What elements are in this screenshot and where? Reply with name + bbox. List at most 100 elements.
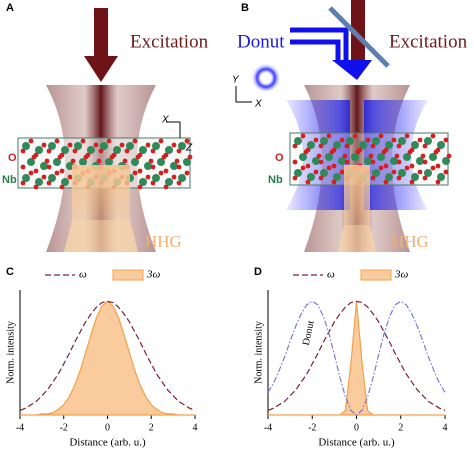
atom (152, 142, 160, 150)
atom (398, 137, 406, 145)
atom (61, 146, 69, 154)
atom (145, 174, 151, 180)
x-tick-label: 4 (193, 422, 198, 433)
atom (409, 163, 415, 169)
atom (131, 158, 139, 166)
atom (404, 133, 410, 139)
atom (316, 153, 322, 159)
axis-icon-label: X (161, 115, 169, 126)
atom (313, 137, 319, 143)
atom (411, 141, 419, 149)
legend-label: 3ω (394, 269, 409, 281)
atom (446, 153, 452, 159)
atom (35, 178, 43, 186)
arrow-head (332, 60, 372, 80)
annotation: Donut (301, 320, 317, 347)
y-axis-label: Norm. intensity (253, 321, 264, 384)
atom (378, 133, 384, 139)
atom (396, 143, 402, 149)
atom (391, 169, 397, 175)
atom (98, 148, 104, 154)
atom (299, 153, 307, 161)
atom (372, 137, 380, 145)
atom (41, 142, 47, 148)
atom (20, 148, 26, 154)
series-line (268, 301, 445, 416)
atom (411, 173, 419, 181)
x-tick-label: 2 (398, 422, 403, 433)
atom (385, 141, 393, 149)
atom (351, 153, 359, 161)
atom (70, 158, 76, 164)
x-tick-label: -2 (60, 422, 68, 433)
atom (87, 146, 95, 154)
atom (54, 170, 60, 176)
atom (346, 137, 354, 145)
hhg-beam (344, 165, 370, 225)
panel-b: B Donut Excitation Y X HHG O Nb (232, 0, 468, 252)
axis-icon-label: X (254, 99, 262, 110)
atom (305, 163, 311, 169)
atom (105, 158, 113, 166)
hhg-label: HHG (145, 232, 182, 251)
atom (59, 168, 65, 174)
atom (342, 153, 348, 159)
legend-swatch (360, 269, 392, 281)
atom (139, 178, 147, 186)
atom (150, 180, 156, 186)
atom (331, 163, 337, 169)
atom-label: O (8, 152, 17, 164)
atom (378, 165, 384, 171)
atom (331, 147, 337, 153)
atom (338, 157, 346, 165)
atom (163, 152, 169, 158)
x-tick-label: -4 (264, 422, 272, 433)
atom (396, 159, 402, 165)
atom (331, 179, 337, 185)
atom (385, 173, 393, 181)
atom (48, 174, 56, 182)
atom (365, 137, 371, 143)
atom (183, 158, 191, 166)
atom (67, 174, 73, 180)
atom (442, 157, 450, 165)
atom (22, 142, 30, 150)
atom (417, 169, 423, 175)
charts: C -4 -2 0 2 4 Distance (arb. u.) Norm. intensit… (5, 266, 447, 449)
atom (59, 184, 65, 190)
atom (132, 170, 138, 176)
atom (119, 142, 125, 148)
x-tick-label: 4 (443, 422, 448, 433)
x-tick-label: -2 (308, 422, 316, 433)
atom (46, 148, 52, 154)
atom (435, 163, 441, 169)
atom (416, 157, 424, 165)
atom (33, 152, 39, 158)
atom (370, 175, 376, 181)
panel-label: A (6, 2, 14, 14)
legend-swatch (112, 269, 144, 281)
atom (409, 179, 415, 185)
atom (333, 173, 341, 181)
atom (20, 164, 26, 170)
atom (394, 153, 400, 159)
atom (139, 146, 147, 154)
atom (294, 169, 302, 177)
atom (370, 143, 376, 149)
atom (44, 158, 50, 164)
atom (137, 152, 143, 158)
atom (165, 146, 173, 154)
atom (184, 170, 190, 176)
panel-a: A Excitation HHG O Nb X Z (2, 2, 209, 252)
hhg-label: HHG (392, 232, 429, 251)
atom (420, 153, 426, 159)
donut-label: Donut (237, 31, 285, 52)
atom (174, 158, 180, 164)
atom (28, 138, 34, 144)
atom (320, 169, 328, 177)
atom (344, 143, 350, 149)
atom (54, 138, 60, 144)
donut-icon (251, 63, 281, 93)
atom (61, 178, 69, 186)
